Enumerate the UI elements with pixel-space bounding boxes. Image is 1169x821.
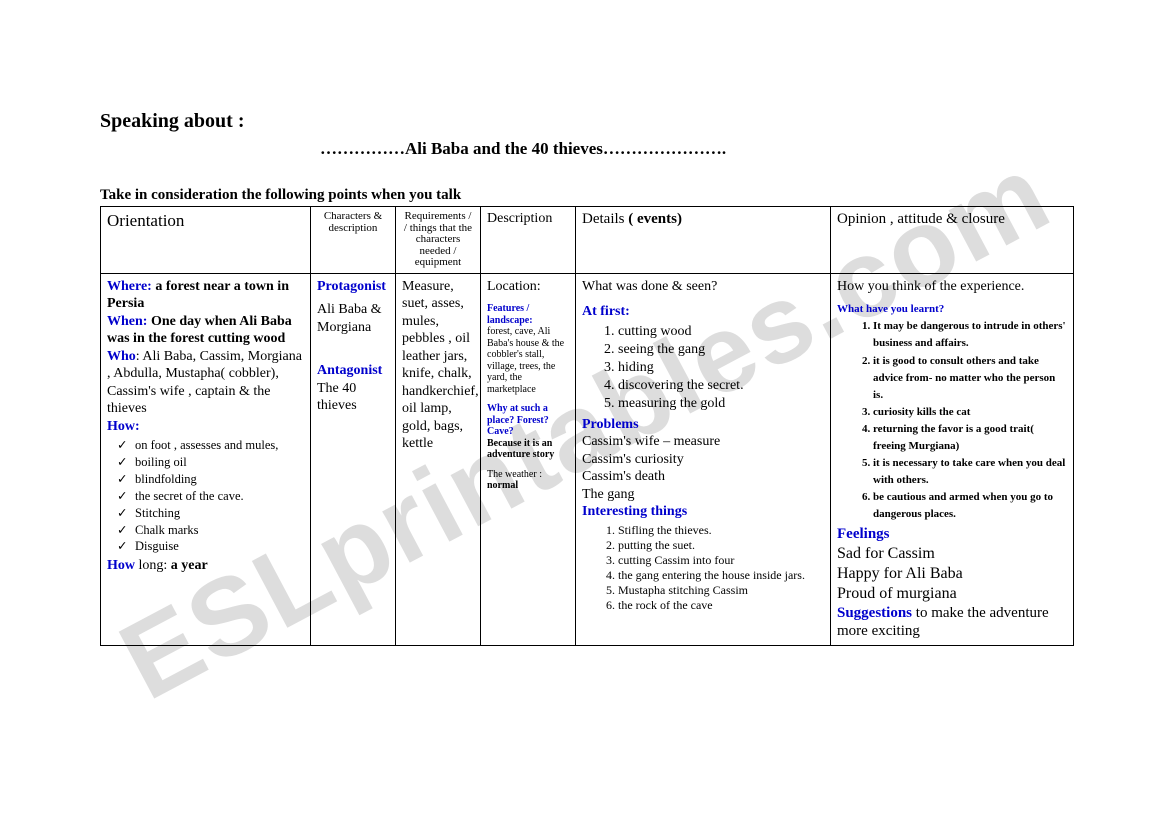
cell-opinion: How you think of the experience. What ha… [831,273,1074,646]
col-details: Details ( events) [576,207,831,274]
cell-requirements: Measure, suet, asses, mules, pebbles , o… [396,273,481,646]
col-description: Description [481,207,576,274]
list-item: the gang entering the house inside jars. [618,568,824,583]
list-item: curiosity kills the cat [873,404,1067,421]
interesting-list: Stifling the thieves. putting the suet. … [582,523,824,613]
how-list: on foot , assesses and mules, boiling oi… [107,437,304,555]
cell-orientation: Where: a forest near a town in Persia Wh… [101,273,311,646]
list-item: it is necessary to take care when you de… [873,455,1067,489]
list-item: be cautious and armed when you go to dan… [873,489,1067,523]
page-subtitle: ……………Ali Baba and the 40 thieves…………………. [100,139,1074,159]
list-item: Mustapha stitching Cassim [618,583,824,598]
learnt-list: It may be dangerous to intrude in others… [837,318,1067,523]
instruction-line: Take in consideration the following poin… [100,187,1074,204]
list-item: the secret of the cave. [135,488,304,505]
cell-characters: Protagonist Ali Baba & Morgiana Antagoni… [311,273,396,646]
document-page: Speaking about : ……………Ali Baba and the 4… [0,0,1169,646]
list-item: seeing the gang [618,341,824,359]
cell-details: What was done & seen? At first: cutting … [576,273,831,646]
atfirst-list: cutting wood seeing the gang hiding disc… [582,323,824,414]
list-item: Stitching [135,505,304,522]
table-header-row: Orientation Characters & description Req… [101,207,1074,274]
list-item: discovering the secret. [618,377,824,395]
cell-description: Location: Features / landscape: forest, … [481,273,576,646]
list-item: measuring the gold [618,395,824,413]
list-item: Chalk marks [135,522,304,539]
list-item: cutting Cassim into four [618,553,824,568]
list-item: it is good to consult others and take ad… [873,353,1067,404]
list-item: on foot , assesses and mules, [135,437,304,454]
list-item: returning the favor is a good trait( fre… [873,421,1067,455]
list-item: hiding [618,359,824,377]
col-orientation: Orientation [101,207,311,274]
list-item: Stifling the thieves. [618,523,824,538]
table-body-row: Where: a forest near a town in Persia Wh… [101,273,1074,646]
list-item: blindfolding [135,471,304,488]
list-item: Disguise [135,538,304,555]
list-item: putting the suet. [618,538,824,553]
list-item: cutting wood [618,323,824,341]
page-title: Speaking about : [100,110,1074,133]
col-characters: Characters & description [311,207,396,274]
col-requirements: Requirements / / things that the charact… [396,207,481,274]
list-item: It may be dangerous to intrude in others… [873,318,1067,352]
list-item: the rock of the cave [618,598,824,613]
col-opinion: Opinion , attitude & closure [831,207,1074,274]
list-item: boiling oil [135,454,304,471]
main-table: Orientation Characters & description Req… [100,206,1074,646]
